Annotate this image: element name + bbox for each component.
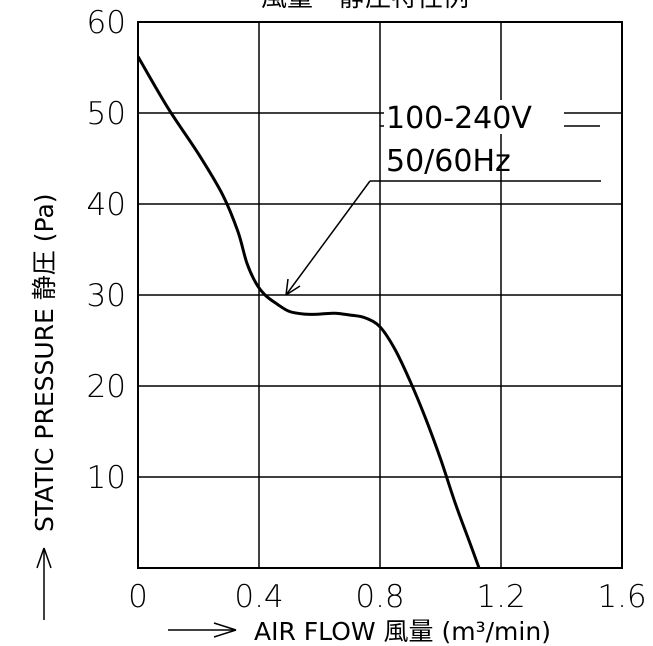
x-axis-arrow-head	[213, 622, 237, 638]
chart-title: 風量－静圧特性例	[261, 0, 469, 13]
x-tick-label-0: 0	[128, 579, 148, 615]
y-tick-label-2: 30	[87, 278, 126, 314]
y-axis-arrow-head	[36, 547, 52, 569]
x-axis-label-group: AIR FLOW 風量 (m³/min)	[168, 617, 551, 646]
y-axis-label: STATIC PRESSURE 静圧 (Pa)	[30, 193, 59, 532]
annotation-voltage: 100-240V	[386, 101, 532, 136]
y-tick-label-3: 40	[87, 187, 126, 223]
plot-area-frame	[137, 21, 623, 569]
y-tick-label-1: 20	[87, 369, 126, 405]
x-tick-label-3: 1.2	[476, 579, 525, 615]
y-tick-label-0: 10	[87, 460, 126, 496]
x-tick-labels: 0 0.4 0.8 1.2 1.6	[128, 579, 647, 615]
voltage-annotation: 100-240V 50/60Hz	[285, 100, 601, 296]
annotation-arrowhead	[285, 278, 301, 296]
x-axis-label: AIR FLOW 風量 (m³/min)	[254, 617, 551, 646]
y-tick-label-4: 50	[87, 96, 126, 132]
annotation-leader-line	[285, 180, 371, 296]
series-line	[138, 55, 481, 568]
y-axis-label-group: STATIC PRESSURE 静圧 (Pa)	[30, 193, 59, 620]
y-tick-labels: 10 20 30 40 50 60	[87, 5, 126, 496]
x-tick-label-4: 1.6	[597, 579, 646, 615]
y-tick-label-5: 60	[87, 5, 126, 41]
x-tick-label-2: 0.8	[355, 579, 404, 615]
x-tick-label-1: 0.4	[234, 579, 283, 615]
annotation-frequency: 50/60Hz	[386, 144, 511, 179]
